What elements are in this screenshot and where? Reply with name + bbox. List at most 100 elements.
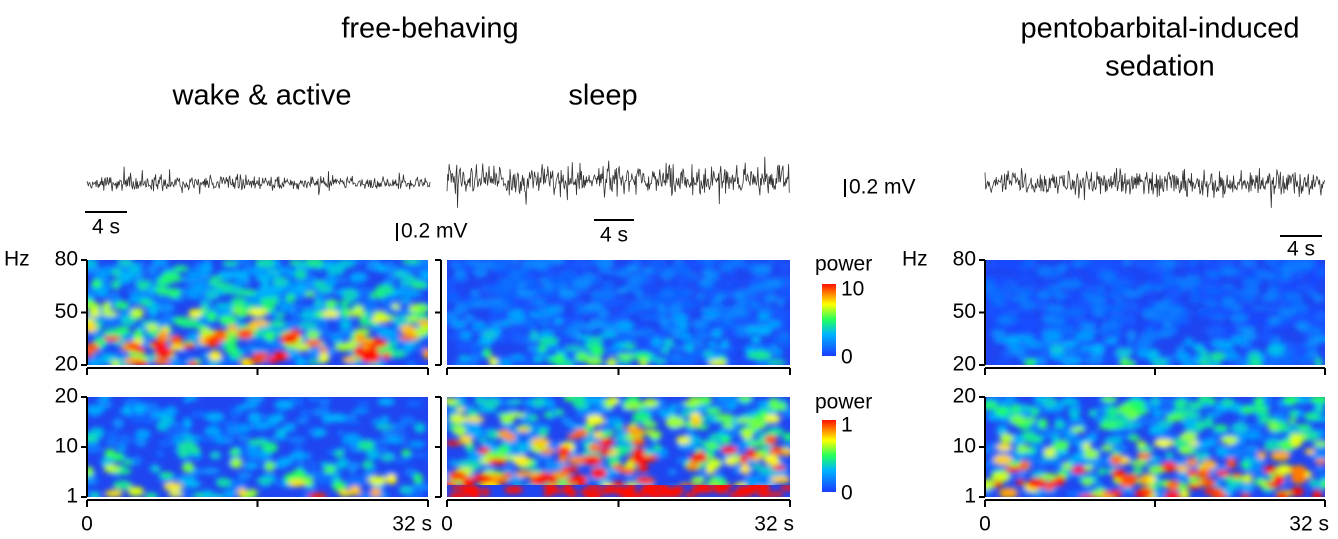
power-blob <box>558 288 577 299</box>
power-blob <box>361 460 374 470</box>
power-blob <box>1247 351 1261 361</box>
power-blob <box>1207 397 1217 405</box>
power-blob <box>472 486 481 495</box>
power-blob <box>230 270 250 280</box>
power-blob <box>230 457 243 469</box>
power-blob <box>1247 422 1265 433</box>
power-blob <box>508 398 523 405</box>
power-blob <box>154 449 166 458</box>
power-blob <box>1266 304 1278 314</box>
power-blob <box>181 433 194 442</box>
power-blob <box>342 289 358 301</box>
power-blob <box>705 463 716 475</box>
power-blob <box>1304 412 1320 421</box>
power-blob <box>138 299 153 306</box>
power-blob <box>447 282 454 292</box>
power-blob <box>767 359 786 365</box>
power-blob <box>578 266 587 276</box>
power-blob <box>269 341 283 347</box>
power-blob <box>1289 465 1307 476</box>
power-blob <box>143 402 160 411</box>
power-blob <box>487 429 503 440</box>
power-blob <box>127 342 141 349</box>
power-blob <box>524 319 534 325</box>
power-blob <box>398 485 413 495</box>
power-blob <box>1257 451 1267 460</box>
power-blob <box>647 493 665 497</box>
power-blob <box>105 439 121 446</box>
power-blob <box>299 310 319 320</box>
power-blob <box>509 260 521 265</box>
power-blob <box>160 472 174 479</box>
power-blob <box>1099 262 1114 269</box>
power-blob <box>695 292 706 301</box>
power-blob <box>325 278 337 288</box>
power-blob <box>1027 478 1047 489</box>
power-blob <box>389 422 407 431</box>
power-blob <box>286 320 301 327</box>
power-blob <box>691 416 701 426</box>
power-blob <box>449 460 459 466</box>
power-blob <box>1061 350 1074 359</box>
power-blob <box>101 310 118 317</box>
power-blob <box>690 453 708 463</box>
power-blob <box>1051 434 1061 443</box>
power-blob <box>322 310 340 318</box>
power-blob <box>1282 397 1299 405</box>
power-blob <box>1068 301 1088 307</box>
y-axis-unit: Hz <box>4 248 30 271</box>
power-blob <box>104 448 116 459</box>
power-blob <box>566 433 582 440</box>
power-blob <box>1114 298 1124 304</box>
power-blob <box>1197 359 1212 365</box>
power-blob <box>111 279 121 290</box>
power-blob <box>1303 341 1320 347</box>
power-blob <box>1107 406 1119 417</box>
power-blob <box>987 323 1004 329</box>
power-blob <box>264 331 276 342</box>
power-blob <box>237 328 254 340</box>
power-blob <box>747 440 768 447</box>
power-blob <box>538 336 559 346</box>
power-blob <box>1195 345 1205 354</box>
power-blob <box>720 435 731 444</box>
power-blob <box>349 271 368 283</box>
power-blob <box>733 290 745 301</box>
power-blob <box>1097 468 1107 475</box>
power-blob <box>465 461 482 471</box>
power-blob <box>255 260 275 268</box>
power-blob <box>1057 326 1076 336</box>
power-blob <box>205 411 225 423</box>
power-blob <box>538 427 549 437</box>
x-tick-label: 32 s <box>1289 513 1329 536</box>
power-blob <box>1294 397 1308 405</box>
power-blob <box>533 356 544 363</box>
power-blob <box>87 323 97 333</box>
power-blob <box>1115 347 1133 358</box>
power-blob <box>631 454 650 465</box>
power-blob <box>214 434 224 444</box>
power-blob <box>170 356 181 365</box>
power-blob <box>752 464 763 471</box>
power-blob <box>411 345 427 352</box>
power-blob <box>318 352 330 363</box>
power-blob <box>754 264 773 274</box>
power-blob <box>1314 458 1325 465</box>
power-blob <box>1100 320 1121 331</box>
power-blob <box>705 260 715 268</box>
power-blob <box>380 415 390 421</box>
power-blob <box>114 326 131 335</box>
power-blob <box>397 432 409 438</box>
eeg-trace <box>984 167 1325 208</box>
power-blob <box>617 320 635 331</box>
power-blob <box>138 413 150 421</box>
power-blob <box>517 280 526 288</box>
power-blob <box>518 290 537 297</box>
power-blob <box>255 275 271 282</box>
power-blob <box>1224 436 1236 446</box>
power-blob <box>285 293 296 304</box>
power-blob <box>447 440 463 446</box>
power-blob <box>1220 267 1239 277</box>
power-blob <box>1200 350 1210 362</box>
power-blob <box>102 301 112 312</box>
